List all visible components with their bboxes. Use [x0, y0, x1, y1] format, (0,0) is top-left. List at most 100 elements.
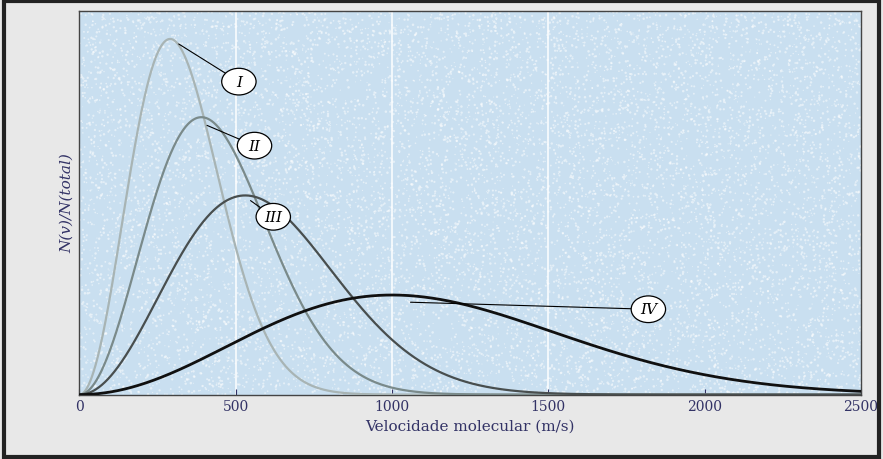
Point: [767, 29, 781, 36]
Point: [672, 225, 686, 233]
Point: [791, 302, 805, 309]
Point: [261, 125, 275, 132]
Point: [586, 391, 600, 398]
Point: [633, 355, 647, 362]
Point: [355, 73, 369, 80]
Point: [680, 328, 694, 336]
Point: [731, 212, 745, 219]
Point: [814, 240, 828, 247]
Point: [751, 117, 766, 124]
Point: [200, 59, 214, 66]
Point: [808, 96, 822, 104]
Point: [811, 68, 825, 76]
Point: [650, 323, 664, 330]
Point: [818, 26, 832, 33]
Point: [203, 190, 217, 197]
Point: [638, 388, 653, 396]
Point: [258, 157, 272, 164]
Point: [849, 62, 864, 69]
Point: [409, 340, 423, 347]
Point: [717, 242, 731, 250]
Point: [131, 142, 145, 150]
Point: [661, 283, 675, 290]
Point: [466, 270, 480, 278]
Point: [312, 101, 326, 108]
Point: [489, 174, 503, 182]
Point: [764, 132, 778, 140]
Point: [807, 244, 821, 251]
Point: [679, 190, 693, 197]
Point: [513, 321, 527, 329]
Point: [577, 43, 591, 50]
Point: [96, 390, 110, 397]
Point: [243, 65, 257, 73]
Point: [169, 252, 183, 259]
Point: [549, 376, 563, 383]
Point: [315, 297, 329, 304]
Point: [439, 73, 453, 81]
Point: [387, 284, 401, 291]
Point: [119, 52, 133, 60]
Point: [737, 58, 751, 66]
Point: [361, 284, 375, 291]
Point: [657, 106, 671, 113]
Point: [325, 359, 339, 366]
Point: [240, 80, 254, 87]
Point: [585, 316, 600, 323]
Point: [464, 182, 479, 189]
Point: [832, 188, 846, 196]
Point: [162, 121, 176, 129]
Point: [638, 46, 653, 53]
Point: [530, 373, 544, 380]
Point: [134, 134, 148, 141]
Point: [558, 343, 572, 350]
Point: [324, 354, 338, 362]
Point: [224, 64, 238, 71]
Point: [335, 150, 349, 157]
Point: [581, 63, 595, 71]
Point: [845, 48, 859, 55]
Point: [463, 297, 477, 305]
Point: [478, 315, 492, 322]
Point: [455, 287, 469, 295]
Point: [677, 183, 691, 190]
Point: [831, 143, 845, 151]
Point: [94, 37, 108, 45]
Point: [712, 141, 726, 148]
Point: [798, 106, 812, 114]
Point: [783, 186, 797, 193]
Point: [623, 151, 638, 158]
Point: [346, 374, 360, 381]
Point: [682, 93, 696, 101]
Point: [510, 115, 525, 122]
Point: [406, 176, 420, 184]
Point: [775, 74, 789, 82]
Point: [165, 240, 179, 247]
Point: [528, 93, 542, 100]
Point: [670, 242, 684, 249]
Point: [344, 246, 358, 254]
Point: [697, 83, 711, 90]
Point: [677, 156, 691, 163]
Point: [591, 239, 605, 246]
Point: [532, 247, 546, 255]
Point: [221, 358, 235, 365]
Point: [769, 138, 783, 145]
Point: [561, 56, 575, 63]
Point: [490, 66, 504, 73]
Point: [486, 176, 500, 183]
Point: [347, 106, 361, 113]
Point: [94, 287, 108, 295]
Point: [425, 120, 439, 127]
Point: [602, 232, 616, 240]
Point: [125, 252, 139, 260]
Point: [299, 126, 313, 133]
Point: [562, 112, 576, 119]
Point: [397, 246, 411, 254]
Point: [107, 117, 121, 124]
Point: [577, 352, 591, 359]
Point: [576, 377, 590, 384]
Point: [419, 167, 434, 174]
Point: [79, 371, 93, 379]
Point: [601, 370, 615, 378]
